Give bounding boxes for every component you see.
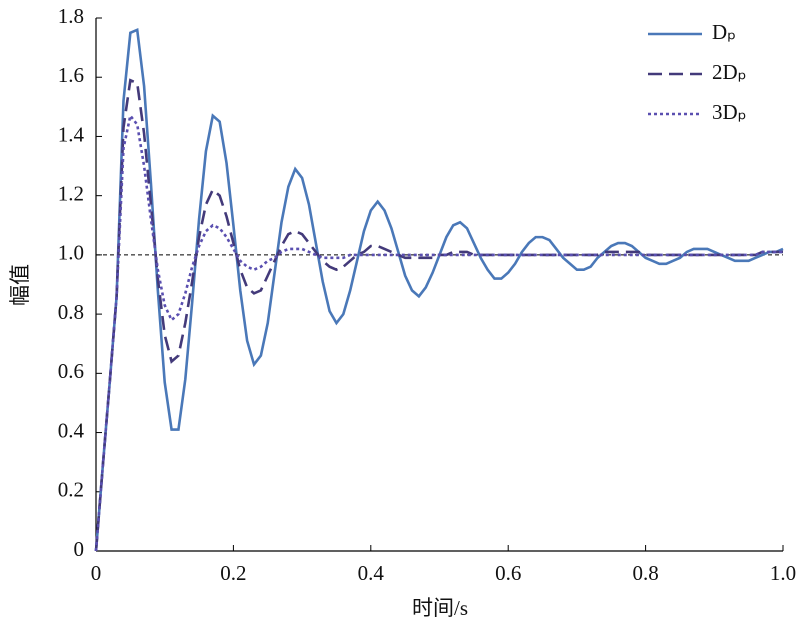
y-axis-title: 幅值 (8, 264, 32, 306)
y-tick-label: 0.2 (58, 478, 84, 502)
x-tick-label: 1.0 (770, 561, 796, 585)
y-tick-label: 0.4 (58, 418, 85, 442)
y-tick-label: 0.6 (58, 359, 84, 383)
series-line (94, 112, 783, 552)
y-tick-label: 1.6 (58, 63, 84, 87)
x-tick-label: 0.8 (632, 561, 658, 585)
x-tick-label: 0.2 (220, 561, 246, 585)
series-line (94, 27, 784, 552)
y-tick-label: 1.8 (58, 4, 84, 28)
x-tick-label: 0.6 (495, 561, 521, 585)
x-axis-title: 时间/s (412, 596, 468, 620)
y-tick-label: 0.8 (58, 300, 84, 324)
x-tick-label: 0.4 (358, 561, 385, 585)
legend-label: 2Dₚ (712, 60, 747, 84)
y-tick-label: 1.4 (58, 122, 85, 146)
x-tick-label: 0 (91, 561, 102, 585)
legend-label: Dₚ (712, 20, 736, 44)
y-tick-label: 1.0 (58, 241, 84, 265)
legend-label: 3Dₚ (712, 100, 747, 124)
series-line (94, 78, 783, 552)
y-tick-label: 0 (74, 537, 85, 561)
y-tick-label: 1.2 (58, 181, 84, 205)
